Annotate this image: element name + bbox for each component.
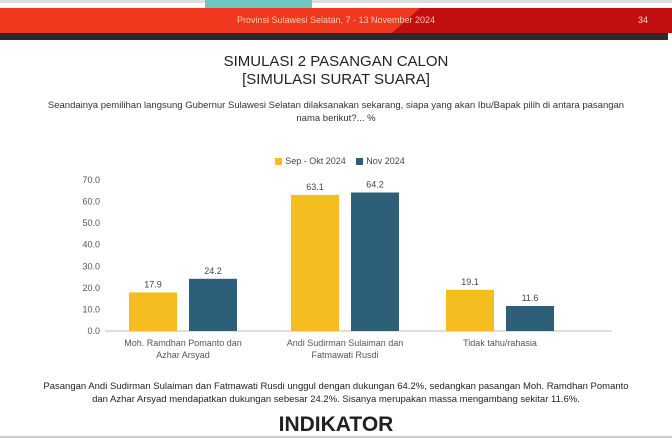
footer-summary: Pasangan Andi Sudirman Sulaiman dan Fatm… — [43, 381, 629, 405]
bar — [129, 292, 177, 331]
x-category-label: Tidak tahu/rahasia — [463, 338, 537, 348]
bar — [446, 289, 494, 331]
data-label: 17.9 — [144, 279, 162, 289]
legend-label-nov: Nov 2024 — [366, 156, 405, 166]
y-tick-label: 70.0 — [82, 175, 100, 185]
data-label: 64.2 — [366, 180, 384, 190]
page-number: 34 — [637, 15, 648, 25]
survey-question: Seandainya pemilihan langsung Gubernur S… — [47, 100, 625, 124]
y-tick-label: 30.0 — [82, 261, 100, 271]
bar — [506, 305, 554, 331]
legend-label-sep-okt: Sep - Okt 2024 — [285, 156, 346, 166]
bar — [351, 192, 399, 331]
bar-chart: 0.0 10.0 20.0 30.0 40.0 50.0 60.0 70.0 17.9 24.2 M… — [82, 175, 612, 360]
y-tick-label: 20.0 — [82, 283, 100, 293]
data-label: 19.1 — [461, 277, 479, 287]
data-label: 63.1 — [306, 182, 324, 192]
header-tab — [205, 0, 312, 9]
header-subtitle: Provinsi Sulawesi Selatan, 7 - 13 Novemb… — [236, 15, 436, 25]
x-category-label: Moh. Ramdhan Pomanto dan Azhar Arsyad — [124, 338, 242, 360]
y-tick-label: 0.0 — [87, 326, 100, 336]
data-label: 24.2 — [204, 266, 222, 276]
title-line-1: SIMULASI 2 PASANGAN CALON — [223, 53, 449, 70]
legend-swatch-sep-okt — [275, 158, 283, 166]
logo-text: INDIKATOR — [278, 413, 394, 436]
title-line-2: [SIMULASI SURAT SUARA] — [242, 71, 430, 88]
header-accent — [392, 8, 672, 33]
header-strip — [0, 33, 668, 40]
indikator-logo: INDIKATOR — [0, 413, 672, 437]
bottom-border — [0, 436, 672, 438]
y-tick-label: 40.0 — [82, 240, 100, 250]
top-border — [0, 0, 672, 3]
slide-title: SIMULASI 2 PASANGAN CALON [SIMULASI SURAT… — [0, 53, 672, 89]
chart-legend: Sep - Okt 2024 Nov 2024 — [0, 156, 672, 166]
bar — [291, 194, 339, 331]
legend-swatch-nov — [356, 158, 364, 166]
data-label: 11.6 — [522, 293, 539, 303]
x-category-label: Andi Sudirman Sulaiman dan Fatmawati Rusd… — [287, 338, 404, 360]
bar — [189, 278, 237, 331]
y-tick-label: 50.0 — [82, 218, 100, 228]
y-tick-label: 10.0 — [82, 304, 100, 314]
y-tick-label: 60.0 — [82, 197, 100, 207]
